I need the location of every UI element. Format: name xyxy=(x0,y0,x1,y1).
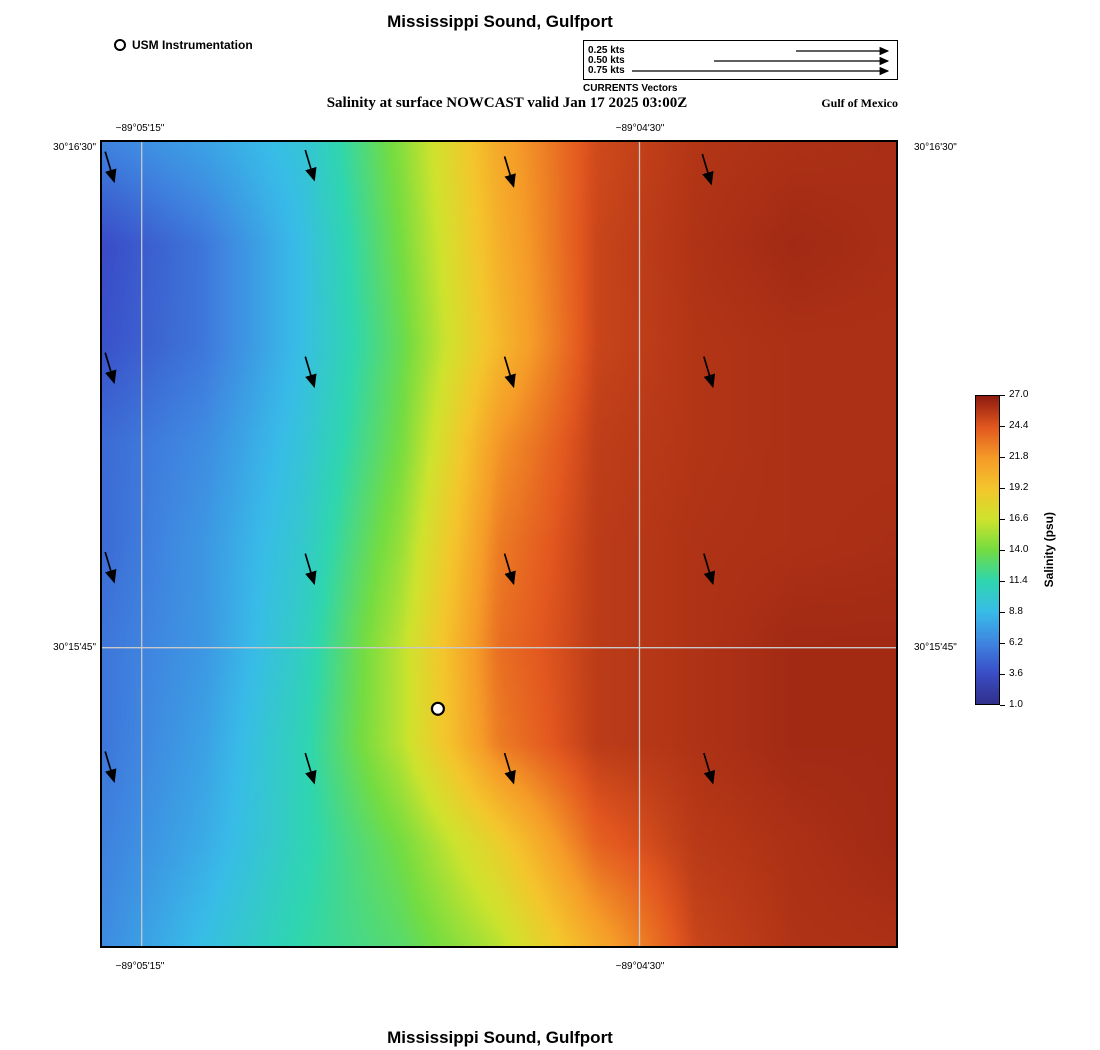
colorbar-ticks: 27.0 24.4 21.8 19.2 16.6 14.0 11.4 8.8 6.2 3.6 1.0 xyxy=(1000,389,1060,710)
colorbar-tick-label: 19.2 xyxy=(1009,482,1029,493)
colorbar-tick-mark xyxy=(1000,549,1005,551)
x-tick-label-top: −89°04'30" xyxy=(615,123,665,134)
map-frame xyxy=(100,140,898,948)
colorbar-tick-mark xyxy=(1000,673,1005,675)
map-overlay xyxy=(102,142,896,946)
y-tick-label-right: 30°16'30" xyxy=(914,142,957,153)
colorbar-tick-label: 11.4 xyxy=(1009,575,1028,586)
colorbar-tick-mark xyxy=(1000,394,1005,396)
figure-title-bottom: Mississippi Sound, Gulfport xyxy=(387,1028,613,1047)
currents-legend-entry-label: 0.50 kts xyxy=(588,55,625,66)
colorbar-tick-label: 14.0 xyxy=(1009,544,1029,555)
y-tick-label-left: 30°15'45" xyxy=(53,642,96,653)
gulf-of-mexico-label: Gulf of Mexico xyxy=(821,96,898,110)
currents-legend-arrows xyxy=(632,46,890,76)
figure-subtitle: Salinity at surface NOWCAST valid Jan 17… xyxy=(326,95,688,111)
colorbar-tick-mark xyxy=(1000,487,1005,489)
y-tick-label-right: 30°15'45" xyxy=(914,642,957,653)
colorbar-tick-label: 6.2 xyxy=(1009,637,1023,648)
colorbar-tick-mark xyxy=(1000,611,1005,613)
currents-legend-box: 0.25 kts 0.50 kts 0.75 kts xyxy=(583,40,898,80)
colorbar-tick-label: 8.8 xyxy=(1009,606,1023,617)
colorbar-gradient xyxy=(976,396,999,704)
salinity-heatmap xyxy=(102,142,896,946)
colorbar-tick-label: 16.6 xyxy=(1009,513,1029,524)
colorbar-tick-mark xyxy=(1000,425,1005,427)
currents-legend-caption: CURRENTS Vectors xyxy=(583,83,678,94)
colorbar-title-text: Salinity (psu) xyxy=(1042,512,1056,588)
x-tick-label-bottom: −89°05'15" xyxy=(115,961,165,972)
currents-legend-entry-label: 0.75 kts xyxy=(588,65,625,76)
colorbar-tick-mark xyxy=(1000,642,1005,644)
instrument-legend-label: USM Instrumentation xyxy=(132,38,253,52)
colorbar-tick-mark xyxy=(1000,580,1005,582)
colorbar-tick-label: 3.6 xyxy=(1009,668,1023,679)
colorbar-tick-label: 21.8 xyxy=(1009,451,1029,462)
currents-legend-entry-label: 0.25 kts xyxy=(588,45,625,56)
colorbar-tick-label: 27.0 xyxy=(1009,389,1029,400)
colorbar-tick-mark xyxy=(1000,456,1005,458)
x-tick-label-top: −89°05'15" xyxy=(115,123,165,134)
x-tick-label-bottom: −89°04'30" xyxy=(615,961,665,972)
colorbar-tick-mark xyxy=(1000,518,1005,520)
colorbar xyxy=(975,395,1000,705)
colorbar-tick-label: 1.0 xyxy=(1009,699,1023,710)
figure-title-top: Mississippi Sound, Gulfport xyxy=(387,12,613,31)
colorbar-tick-label: 24.4 xyxy=(1009,420,1029,431)
colorbar-tick-mark xyxy=(1000,704,1005,706)
y-tick-label-left: 30°16'30" xyxy=(53,142,96,153)
instrument-marker-icon xyxy=(114,39,126,51)
colorbar-title: Salinity (psu) xyxy=(1042,395,1056,705)
